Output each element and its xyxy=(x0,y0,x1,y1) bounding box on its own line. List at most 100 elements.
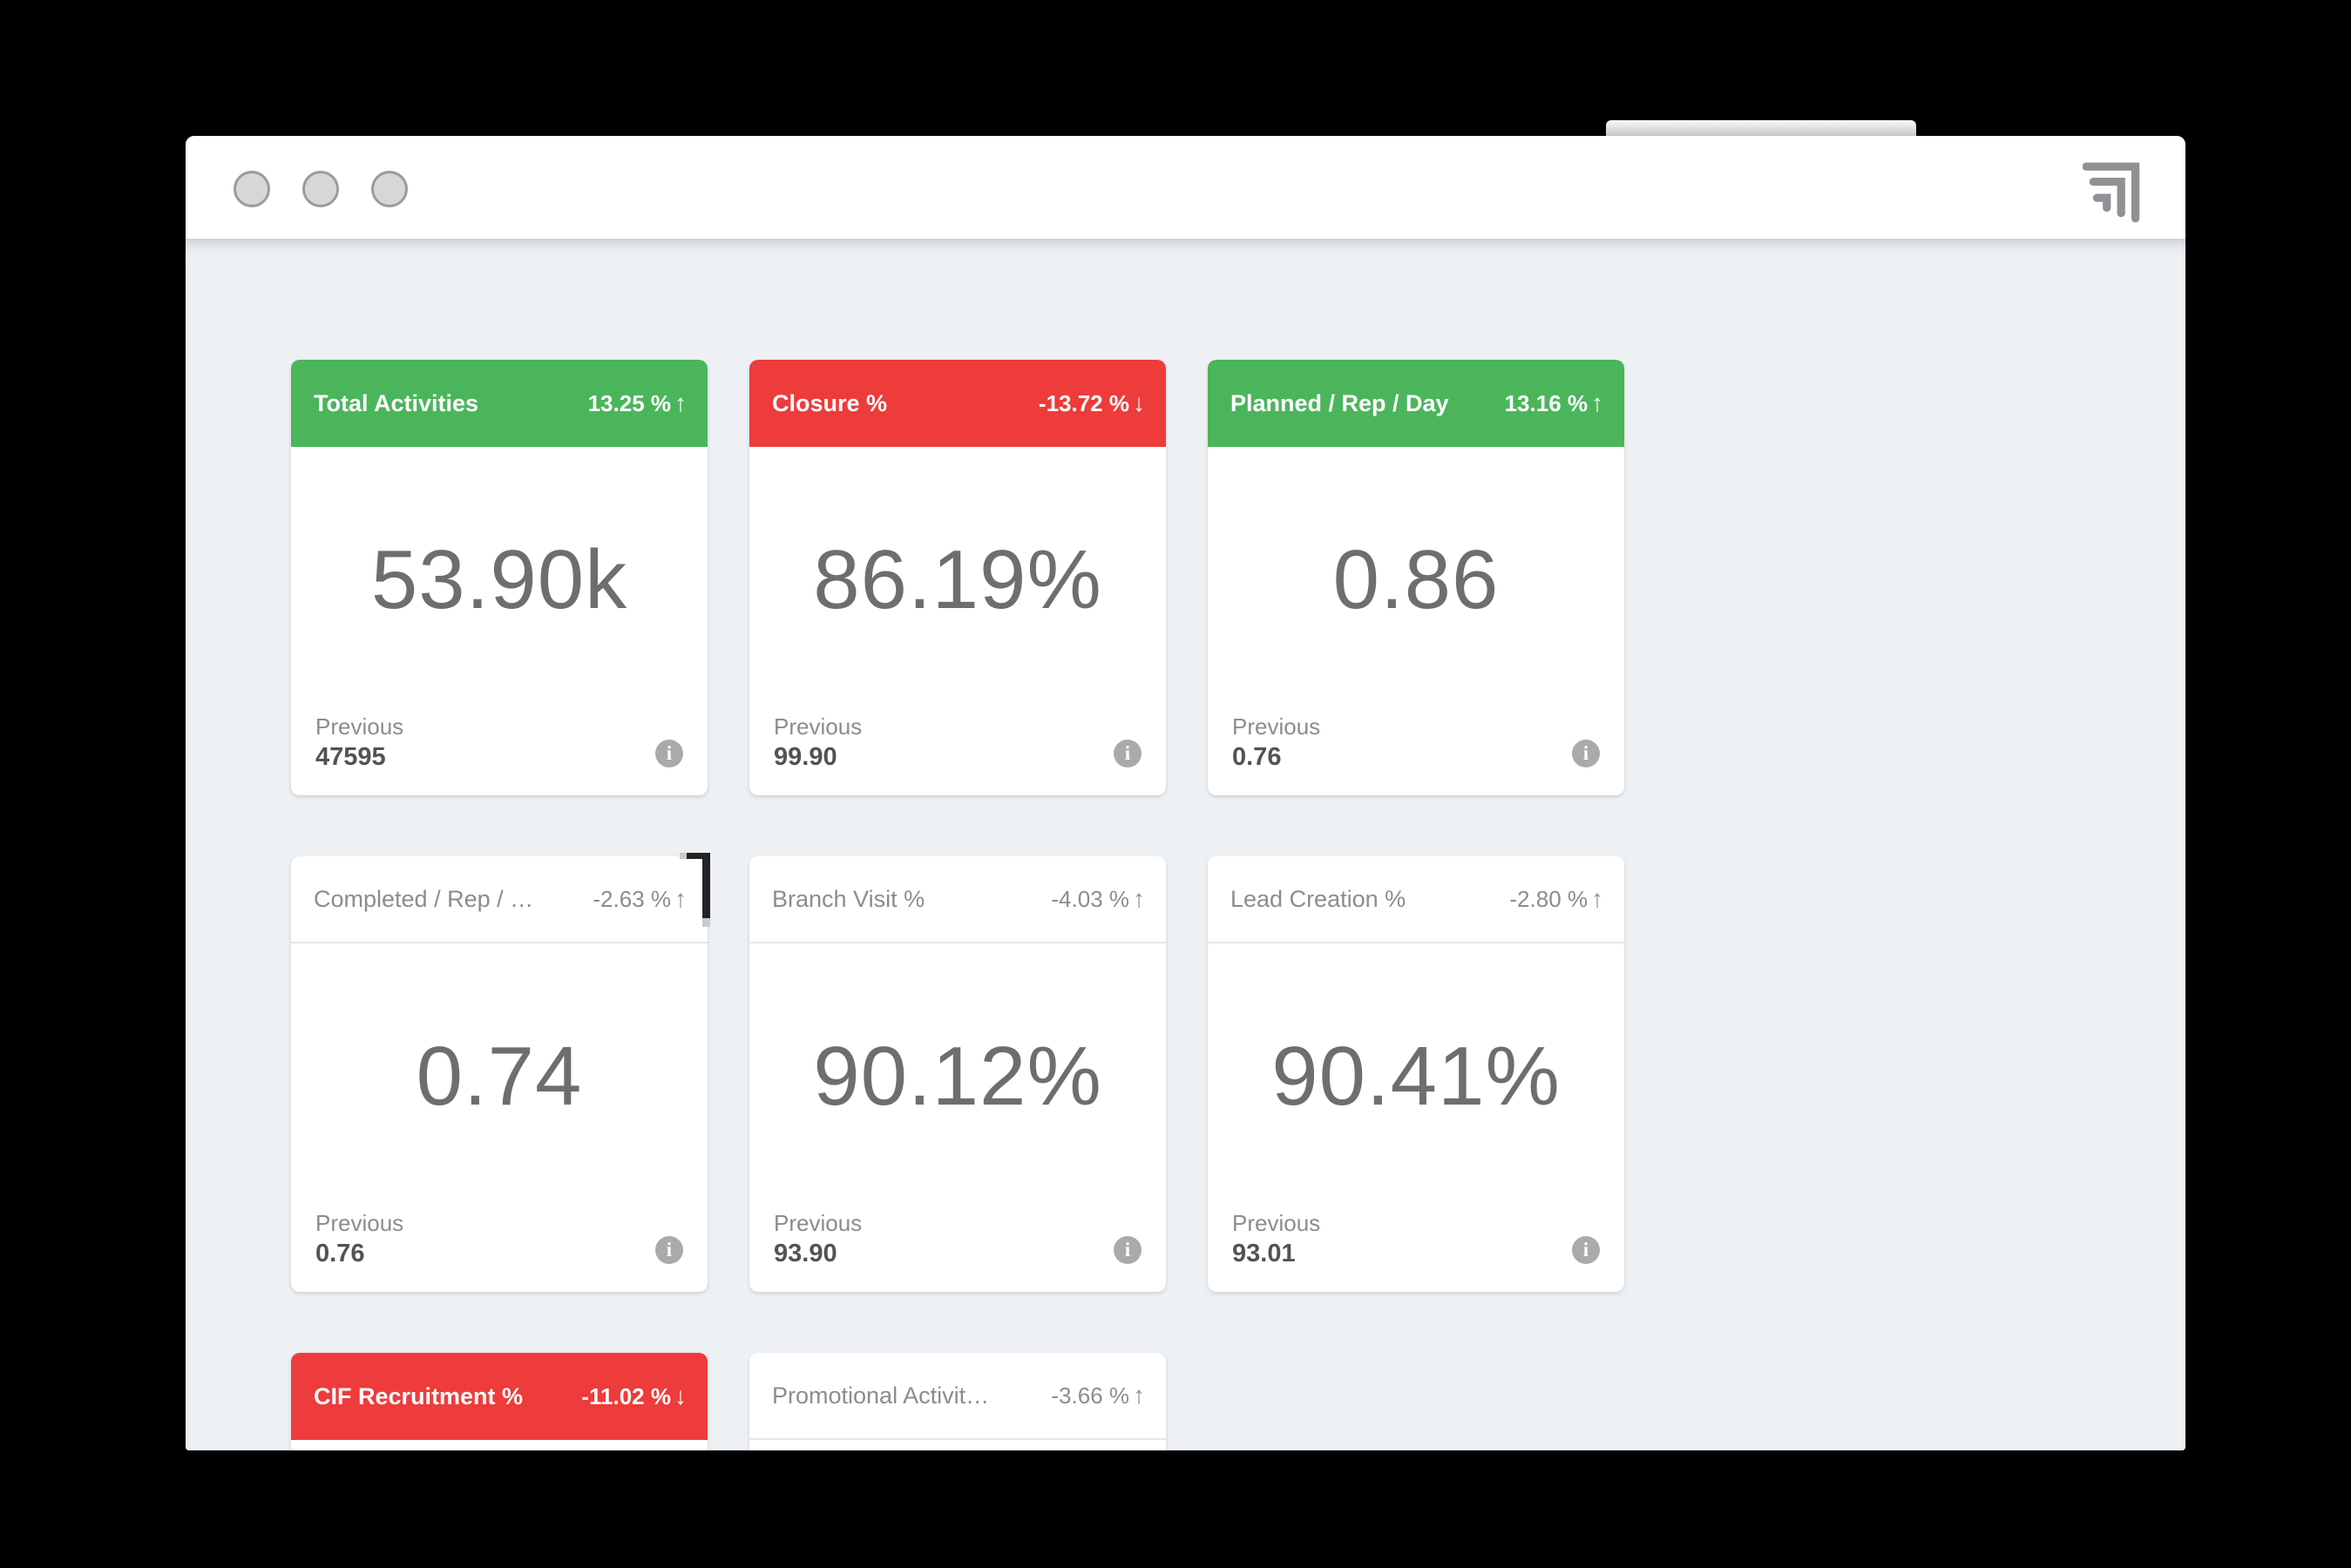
card-title: Completed / Rep / … xyxy=(314,885,534,912)
kpi-value: 0.74 xyxy=(416,1029,583,1123)
previous-block: Previous 93.01 xyxy=(1232,1209,1320,1269)
previous-label: Previous xyxy=(1232,1210,1321,1237)
trend-value: 13.16 % xyxy=(1504,389,1588,416)
caret-stub xyxy=(680,853,687,859)
card-title: Total Activities xyxy=(314,389,479,416)
card-title: Closure % xyxy=(772,389,888,416)
trend-arrow-icon: ↑ xyxy=(1133,885,1145,912)
trend-value: -2.80 % xyxy=(1509,885,1588,912)
previous-label: Previous xyxy=(315,713,404,740)
window-button-icon[interactable] xyxy=(371,171,408,207)
kpi-card: Lead Creation % -2.80 % ↑ 90.41% Previou… xyxy=(1208,856,1624,1292)
kpi-card-footer: Previous 93.90 i xyxy=(749,1209,1166,1292)
trend-arrow-icon: ↑ xyxy=(1591,389,1603,416)
previous-value: 0.76 xyxy=(1232,742,1282,771)
card-trend: 13.16 % ↑ xyxy=(1505,389,1603,417)
previous-block: Previous 0.76 xyxy=(315,1209,403,1269)
kpi-card: Total Activities 13.25 % ↑ 53.90k Previo… xyxy=(291,360,708,795)
card-trend: -13.72 % ↓ xyxy=(1039,389,1145,417)
kpi-card-header: Promotional Activit… -3.66 % ↑ xyxy=(749,1353,1166,1440)
card-title: Promotional Activit… xyxy=(772,1382,990,1409)
card-trend: -2.80 % ↑ xyxy=(1509,885,1603,913)
kpi-value: 0.86 xyxy=(1332,532,1500,626)
kpi-card: Planned / Rep / Day 13.16 % ↑ 0.86 Previ… xyxy=(1208,360,1624,795)
kpi-value: 90.12% xyxy=(813,1029,1102,1123)
kpi-grid: Total Activities 13.25 % ↑ 53.90k Previo… xyxy=(186,239,2019,1450)
text-caret-artifact xyxy=(680,853,710,929)
previous-value: 47595 xyxy=(315,742,386,771)
previous-label: Previous xyxy=(774,713,863,740)
trend-arrow-icon: ↓ xyxy=(1133,389,1145,416)
previous-value: 93.01 xyxy=(1232,1239,1296,1267)
kpi-value: 53.90k xyxy=(370,532,628,626)
kpi-card: CIF Recruitment % -11.02 % ↓ 79.75% Prev… xyxy=(291,1353,708,1450)
previous-value: 99.90 xyxy=(774,742,837,771)
kpi-value: 86.19% xyxy=(813,532,1102,626)
card-trend: 13.25 % ↑ xyxy=(588,389,687,417)
trend-arrow-icon: ↑ xyxy=(674,389,687,416)
card-title: Planned / Rep / Day xyxy=(1230,389,1449,416)
kpi-card-header: Completed / Rep / … -2.63 % ↑ xyxy=(291,853,710,943)
kpi-card: Promotional Activit… -3.66 % ↑ 88.97% Pr… xyxy=(749,1353,1166,1450)
card-title: Branch Visit % xyxy=(772,885,925,912)
caret-bar xyxy=(702,853,710,918)
previous-block: Previous 99.90 xyxy=(774,713,862,773)
card-title: CIF Recruitment % xyxy=(314,1382,524,1409)
kpi-card-body: 0.86 xyxy=(1208,447,1624,713)
app-window: Total Activities 13.25 % ↑ 53.90k Previo… xyxy=(186,136,2185,1450)
kpi-card-header: Total Activities 13.25 % ↑ xyxy=(291,360,708,447)
kpi-card: Branch Visit % -4.03 % ↑ 90.12% Previous… xyxy=(749,856,1166,1292)
window-controls xyxy=(234,171,408,207)
kpi-card-body: 88.97% xyxy=(749,1440,1166,1450)
info-icon[interactable]: i xyxy=(1572,740,1600,767)
trend-value: -4.03 % xyxy=(1051,885,1129,912)
kpi-card-header: Planned / Rep / Day 13.16 % ↑ xyxy=(1208,360,1624,447)
trend-arrow-icon: ↑ xyxy=(1133,1382,1145,1409)
trend-arrow-icon: ↓ xyxy=(674,1382,687,1409)
kpi-card-footer: Previous 93.01 i xyxy=(1208,1209,1624,1292)
trend-value: -11.02 % xyxy=(581,1382,671,1409)
caret-stub xyxy=(702,918,710,927)
trend-value: -3.66 % xyxy=(1051,1382,1129,1409)
info-icon[interactable]: i xyxy=(655,740,683,767)
info-icon[interactable]: i xyxy=(1114,740,1142,767)
previous-label: Previous xyxy=(1232,713,1321,740)
trend-arrow-icon: ↑ xyxy=(674,885,687,912)
kpi-card-body: 0.74 xyxy=(291,943,708,1209)
kpi-card: Closure % -13.72 % ↓ 86.19% Previous 99.… xyxy=(749,360,1166,795)
previous-value: 93.90 xyxy=(774,1239,837,1267)
card-trend: -11.02 % ↓ xyxy=(581,1382,687,1410)
previous-block: Previous 47595 xyxy=(315,713,403,773)
info-icon[interactable]: i xyxy=(1114,1236,1142,1264)
kpi-card-header: Closure % -13.72 % ↓ xyxy=(749,360,1166,447)
kpi-card-body: 90.41% xyxy=(1208,943,1624,1209)
kpi-card-footer: Previous 0.76 i xyxy=(1208,713,1624,795)
kpi-value: 90.41% xyxy=(1271,1029,1561,1123)
window-button-icon[interactable] xyxy=(234,171,270,207)
dashboard-content: Total Activities 13.25 % ↑ 53.90k Previo… xyxy=(186,239,2185,1450)
card-trend: -4.03 % ↑ xyxy=(1051,885,1145,913)
card-trend: -2.63 % ↑ xyxy=(593,885,687,913)
window-titlebar xyxy=(186,136,2185,239)
trend-arrow-icon: ↑ xyxy=(1591,885,1603,912)
card-trend: -3.66 % ↑ xyxy=(1051,1382,1145,1409)
previous-label: Previous xyxy=(315,1210,404,1237)
kpi-card-footer: Previous 0.76 i xyxy=(291,1209,708,1292)
kpi-card-body: 79.75% xyxy=(291,1440,708,1450)
info-icon[interactable]: i xyxy=(1572,1236,1600,1264)
previous-value: 0.76 xyxy=(315,1239,365,1267)
kpi-card-body: 90.12% xyxy=(749,943,1166,1209)
card-title: Lead Creation % xyxy=(1230,885,1406,912)
caret-bar xyxy=(687,853,710,859)
previous-label: Previous xyxy=(774,1210,863,1237)
trend-value: 13.25 % xyxy=(587,389,671,416)
kpi-card-body: 53.90k xyxy=(291,447,708,713)
kpi-card-body: 86.19% xyxy=(749,447,1166,713)
kpi-card-header: Branch Visit % -4.03 % ↑ xyxy=(749,856,1166,943)
info-icon[interactable]: i xyxy=(655,1236,683,1264)
window-button-icon[interactable] xyxy=(302,171,339,207)
trend-value: -13.72 % xyxy=(1038,389,1129,416)
trend-value: -2.63 % xyxy=(593,885,671,912)
kpi-card-header: CIF Recruitment % -11.02 % ↓ xyxy=(291,1353,708,1440)
